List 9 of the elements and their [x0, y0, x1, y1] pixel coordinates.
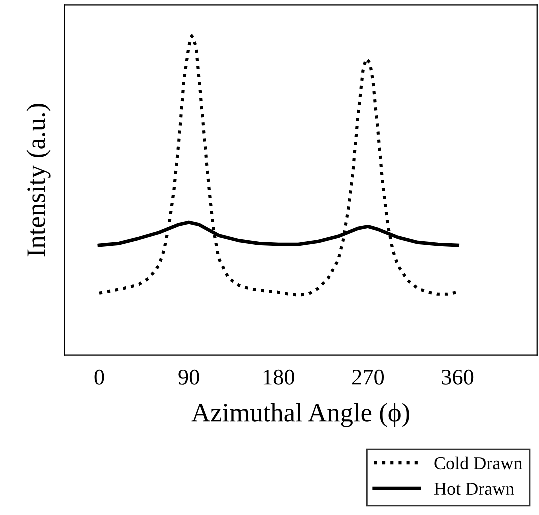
x-tick-label: 360 [442, 370, 474, 385]
x-tick-label: 270 [352, 370, 384, 385]
x-tick-label: 180 [264, 370, 294, 385]
x-tick-label: 90 [178, 370, 200, 385]
legend-label: Cold Drawn [434, 456, 522, 470]
x-axis-title: Azimuthal Angle (ϕ) [192, 403, 410, 428]
legend-label: Hot Drawn [434, 483, 514, 496]
y-axis-title: Intensity (a.u.) [26, 104, 51, 257]
x-tick-label: 0 [94, 370, 104, 385]
